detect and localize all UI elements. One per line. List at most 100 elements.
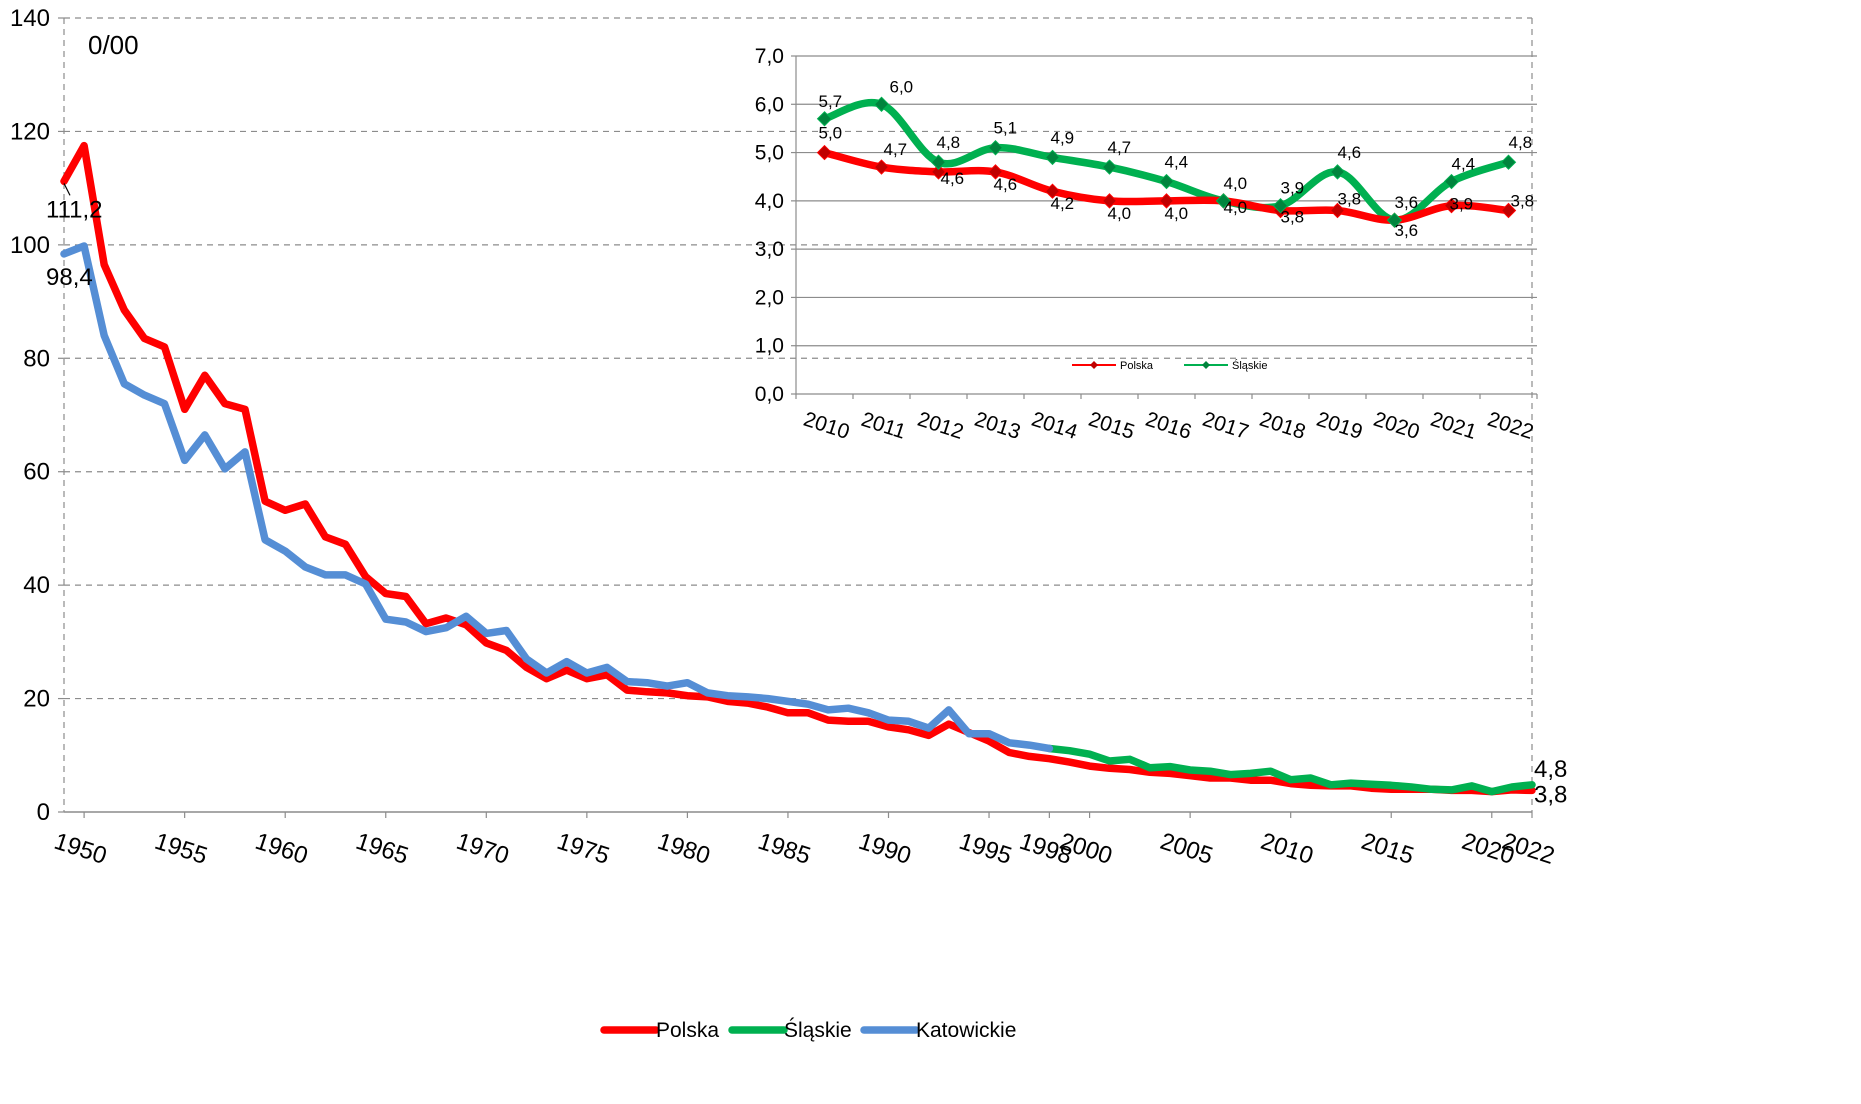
inset-legend-label: Polska xyxy=(1120,360,1154,372)
main-x-tick-label: 1980 xyxy=(654,828,713,870)
main-x-tick-label: 2015 xyxy=(1358,828,1417,870)
inset-y-tick-label: 6,0 xyxy=(755,93,784,116)
inset-y-tick-label: 5,0 xyxy=(755,142,784,165)
inset-data-label: 4,2 xyxy=(1051,194,1075,213)
main-x-tick-label: 1950 xyxy=(51,828,110,870)
inset-y-tick-label: 4,0 xyxy=(755,190,784,213)
main-y-tick-label: 0 xyxy=(37,799,50,826)
inset-data-label: 4,4 xyxy=(1165,153,1189,172)
main-x-tick-label: 1965 xyxy=(353,828,412,870)
inset-y-tick-label: 7,0 xyxy=(755,45,784,68)
main-x-tick-label: 2005 xyxy=(1157,828,1216,870)
inset-x-tick-label: 2011 xyxy=(858,408,908,444)
main-y-tick-label: 100 xyxy=(10,232,50,259)
inset-data-point xyxy=(1215,193,1232,209)
inset-y-tick-label: 0,0 xyxy=(755,383,784,406)
main-series-line-slaskie xyxy=(1045,744,1536,796)
main-x-tick-label: 1960 xyxy=(252,828,311,870)
main-data-label: 4,8 xyxy=(1534,756,1567,783)
inset-data-point xyxy=(1044,149,1061,166)
inset-data-point xyxy=(1044,183,1061,199)
inset-data-point xyxy=(1329,202,1346,219)
main-legend-label: Śląskie xyxy=(784,1018,852,1042)
inset-data-label: 6,0 xyxy=(890,77,914,96)
inset-data-label: 3,8 xyxy=(1338,190,1362,209)
main-x-tick-label: 1970 xyxy=(453,828,512,870)
main-data-label: 98,4 xyxy=(46,264,93,291)
inset-data-point xyxy=(1500,202,1517,219)
main-legend-label: Polska xyxy=(656,1019,719,1042)
inset-x-tick-label: 2021 xyxy=(1428,408,1480,444)
main-x-tick-label: 1975 xyxy=(554,828,613,870)
inset-data-label: 4,9 xyxy=(1051,128,1075,147)
inset-x-tick-label: 2017 xyxy=(1200,408,1252,444)
main-y-tick-label: 60 xyxy=(23,459,50,486)
inset-data-point xyxy=(1158,173,1175,190)
inset-data-label: 4,8 xyxy=(937,133,961,152)
inset-y-tick-label: 2,0 xyxy=(755,286,784,309)
inset-data-label: 4,8 xyxy=(1509,133,1533,152)
inset-data-point xyxy=(1386,212,1403,228)
inset-data-label: 4,4 xyxy=(1452,155,1476,174)
inset-data-point xyxy=(1500,154,1517,170)
inset-data-label: 4,0 xyxy=(1224,174,1248,193)
main-data-label: 3,8 xyxy=(1534,781,1567,808)
inset-data-point xyxy=(1101,159,1118,175)
inset-y-tick-label: 1,0 xyxy=(755,335,784,358)
inset-data-label: 3,9 xyxy=(1450,195,1474,214)
main-y-tick-label: 120 xyxy=(10,118,50,145)
inset-data-label: 4,7 xyxy=(884,140,908,159)
main-x-tick-label: 1990 xyxy=(855,828,914,870)
main-x-tick-label: 1955 xyxy=(151,828,210,870)
inset-x-tick-label: 2020 xyxy=(1371,408,1423,444)
main-series-line-katowickie xyxy=(60,242,1054,753)
inset-data-label: 3,6 xyxy=(1395,221,1419,240)
inset-x-tick-label: 2014 xyxy=(1029,408,1081,444)
inset-data-point xyxy=(873,159,890,175)
inset-data-label: 3,9 xyxy=(1281,179,1305,198)
inset-data-label: 4,7 xyxy=(1108,138,1132,157)
main-data-label: 111,2 xyxy=(46,196,103,223)
inset-data-label: 5,7 xyxy=(819,92,843,111)
inset-x-tick-label: 2022 xyxy=(1485,408,1537,444)
inset-data-label: 3,6 xyxy=(1395,193,1419,212)
inset-x-tick-label: 2012 xyxy=(915,408,967,444)
inset-data-label: 4,0 xyxy=(1108,204,1132,223)
inset-legend-marker xyxy=(1202,361,1210,369)
main-y-tick-label: 20 xyxy=(23,686,50,713)
main-x-tick-label: 1985 xyxy=(755,828,814,870)
inset-x-tick-label: 2013 xyxy=(972,408,1024,444)
inset-x-tick-label: 2016 xyxy=(1143,408,1195,444)
inset-data-point xyxy=(816,111,833,127)
main-series-line-polska xyxy=(60,141,1536,796)
inset-data-point xyxy=(873,96,890,112)
inset-x-tick-label: 2010 xyxy=(801,408,853,444)
inset-data-label: 4,0 xyxy=(1224,198,1248,217)
inset-data-label: 5,0 xyxy=(819,124,843,143)
inset-y-tick-label: 3,0 xyxy=(755,238,784,261)
inset-data-point xyxy=(1443,173,1460,190)
inset-x-tick-label: 2018 xyxy=(1257,408,1309,444)
inset-legend-label: Śląskie xyxy=(1232,359,1267,372)
inset-data-point xyxy=(1101,193,1118,209)
main-x-tick-label: 2010 xyxy=(1257,828,1316,870)
main-x-tick-label: 1995 xyxy=(956,828,1015,870)
inset-x-tick-label: 2015 xyxy=(1086,408,1138,444)
inset-data-point xyxy=(987,140,1004,156)
inset-data-label: 5,1 xyxy=(994,119,1018,138)
main-y-tick-label: 80 xyxy=(23,345,50,372)
inset-data-point xyxy=(930,164,947,180)
inset-data-point xyxy=(816,144,833,161)
inset-data-point xyxy=(930,154,947,170)
inset-data-point xyxy=(1272,197,1289,214)
inset-data-point xyxy=(1329,164,1346,180)
inset-data-point xyxy=(987,164,1004,180)
main-y-tick-label: 140 xyxy=(10,5,50,32)
inset-legend-marker xyxy=(1090,361,1098,369)
inset-data-label: 4,6 xyxy=(994,175,1018,194)
inset-data-point xyxy=(1158,193,1175,209)
inset-data-label: 4,6 xyxy=(941,169,965,188)
inset-data-label: 3,8 xyxy=(1511,192,1535,211)
